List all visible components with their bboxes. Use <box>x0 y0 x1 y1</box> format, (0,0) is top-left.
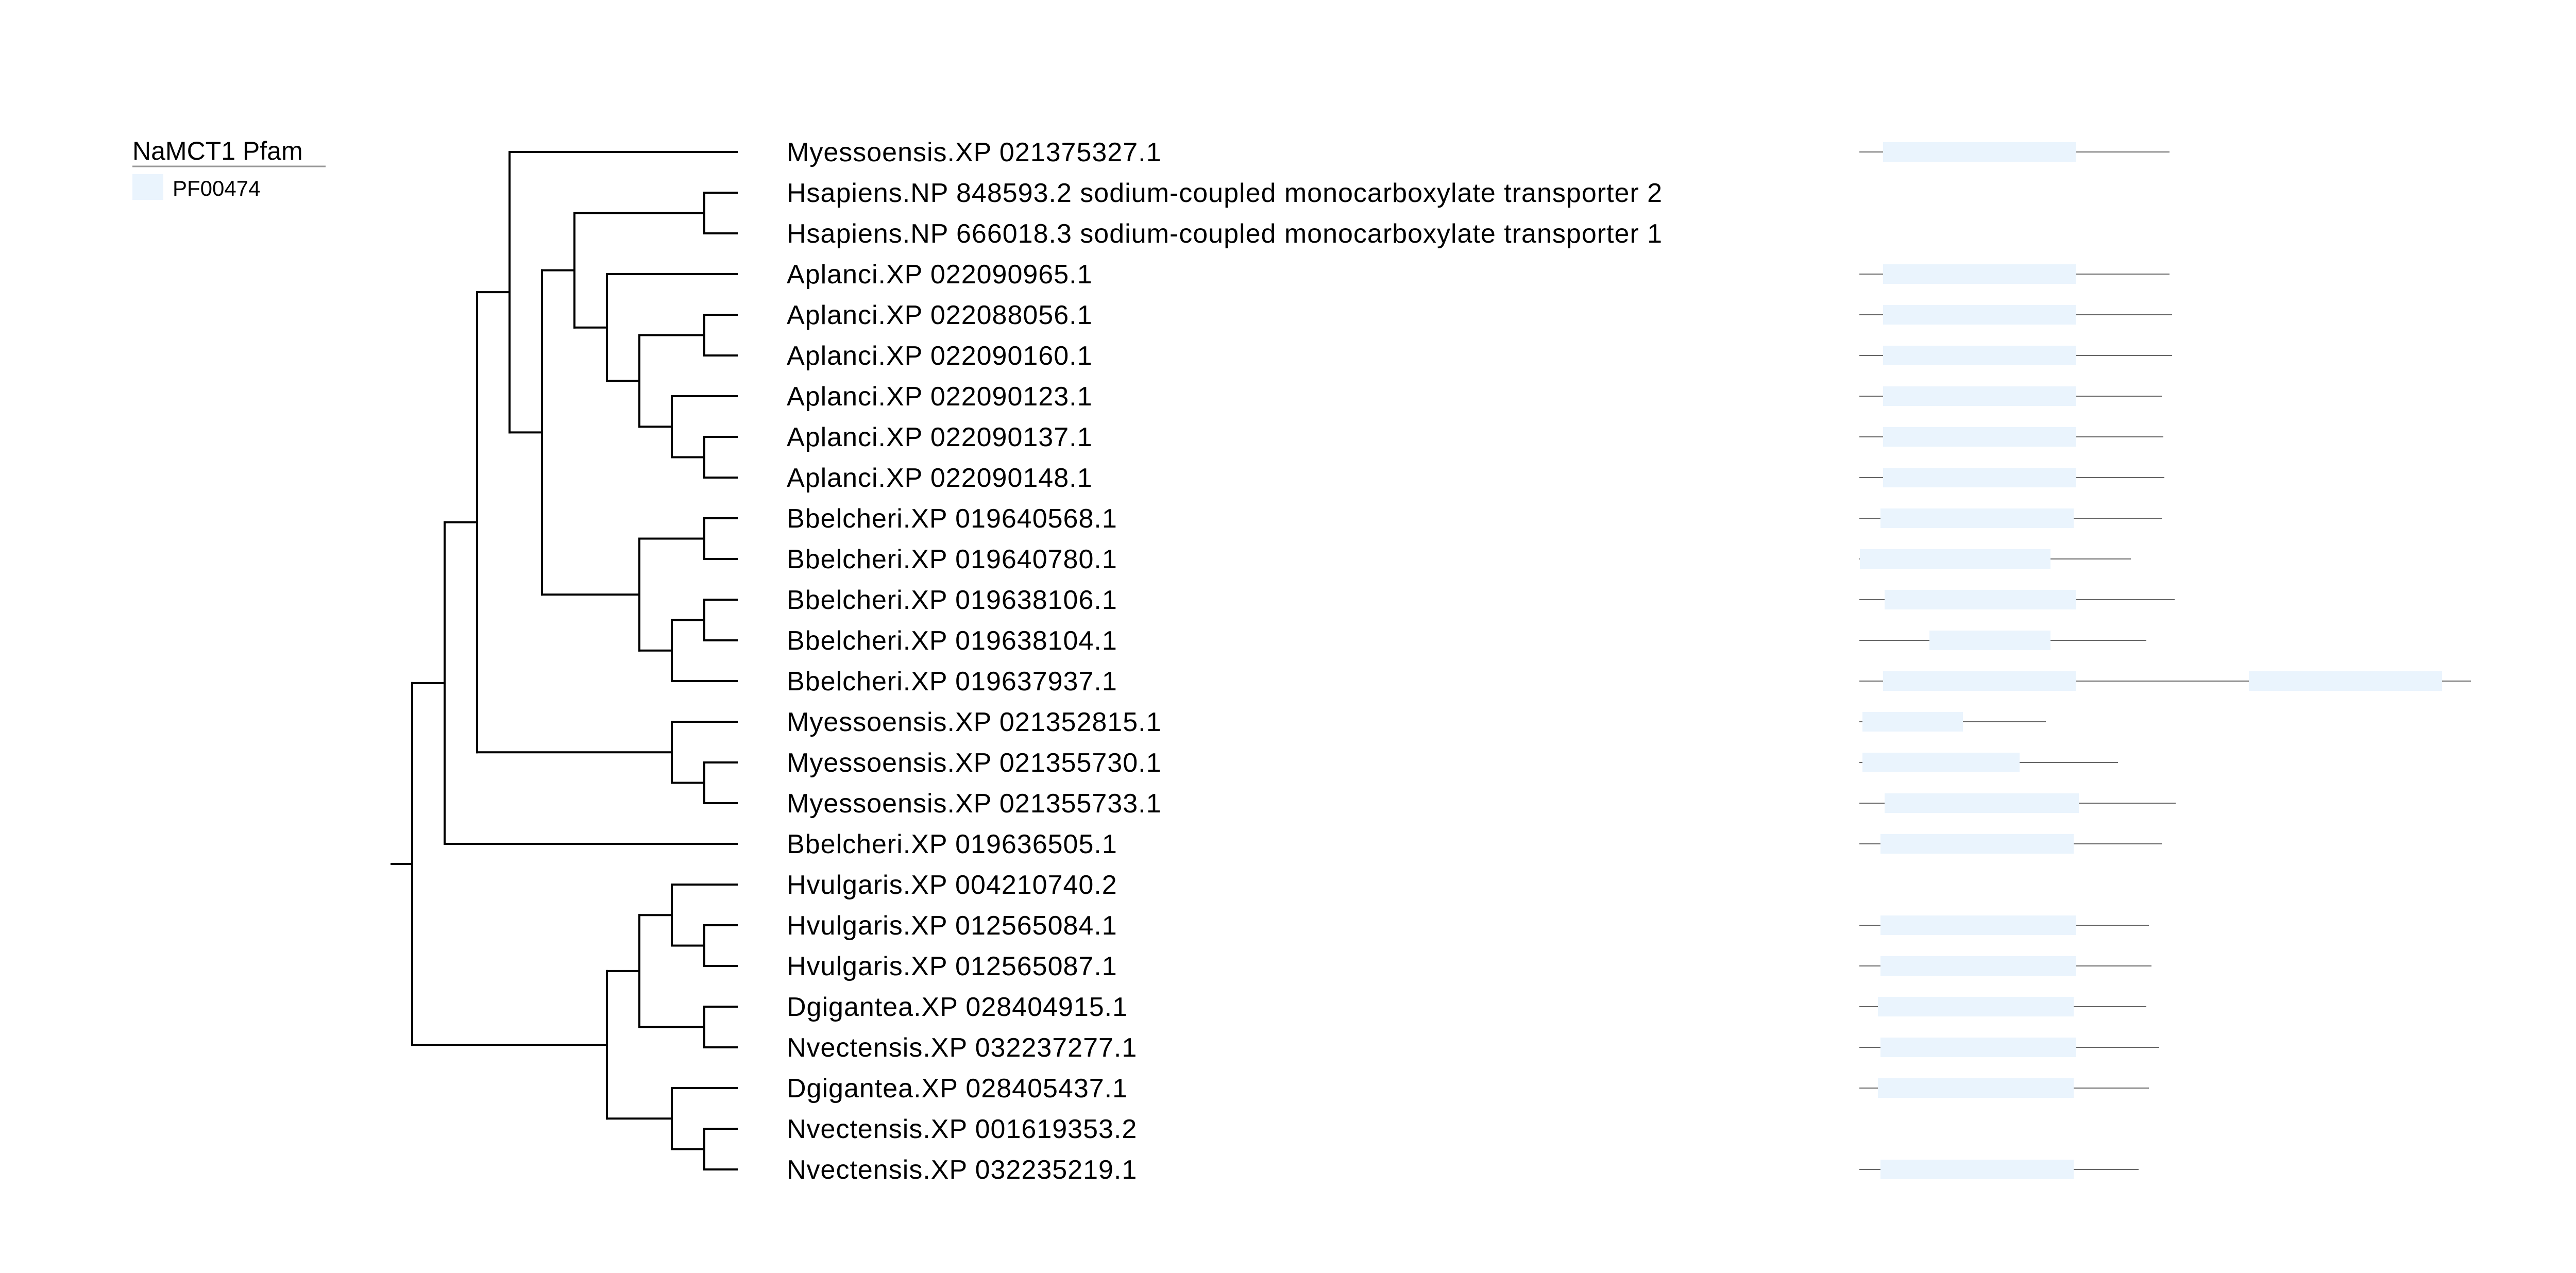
leaf-label: Hvulgaris.XP 004210740.2 <box>787 870 1117 900</box>
domain-architecture <box>1859 590 2175 609</box>
leaf-label: Myessoensis.XP 021355730.1 <box>787 748 1162 778</box>
domain-architecture <box>1859 915 2149 935</box>
domain-architecture <box>1859 305 2172 325</box>
leaf-label: Aplanci.XP 022090965.1 <box>787 260 1093 290</box>
pf00474-domain <box>1885 793 2079 813</box>
pf00474-domain <box>1878 997 2074 1016</box>
domain-architecture <box>1859 671 2471 691</box>
pf00474-domain <box>1880 915 2076 935</box>
domain-architecture <box>1859 264 2170 284</box>
domain-architecture <box>1859 793 2176 813</box>
tree-branches <box>391 151 738 1170</box>
domain-architecture <box>1859 834 2162 854</box>
leaf-label: Hsapiens.NP 848593.2 sodium-coupled mono… <box>787 178 1663 208</box>
pf00474-domain <box>1862 753 2020 772</box>
domain-architecture <box>1859 386 2162 406</box>
leaf-label: Myessoensis.XP 021355733.1 <box>787 789 1162 819</box>
domain-architecture <box>1859 427 2163 447</box>
pf00474-domain <box>1883 427 2076 447</box>
leaf-labels: Myessoensis.XP 021375327.1 Hsapiens.NP 84… <box>787 138 1663 1185</box>
legend: NaMCT1 Pfam PF00474 <box>132 137 326 200</box>
legend-label-pf00474: PF00474 <box>173 176 260 200</box>
leaf-label: Bbelcheri.XP 019637937.1 <box>787 667 1117 697</box>
pf00474-domain <box>1862 712 1963 732</box>
pf00474-domain <box>1883 468 2076 487</box>
pf00474-domain <box>1883 386 2076 406</box>
pf00474-domain <box>1880 1038 2076 1057</box>
domain-architecture <box>1859 549 2131 569</box>
legend-swatch-pf00474 <box>132 174 163 200</box>
pf00474-domain <box>2249 671 2442 691</box>
leaf-label: Hvulgaris.XP 012565084.1 <box>787 911 1117 941</box>
leaf-label: Myessoensis.XP 021352815.1 <box>787 707 1162 737</box>
leaf-label: Aplanci.XP 022090160.1 <box>787 341 1093 371</box>
legend-title: NaMCT1 Pfam <box>132 137 303 165</box>
pf00474-domain <box>1883 346 2076 365</box>
domain-architecture <box>1859 142 2170 162</box>
leaf-label: Myessoensis.XP 021375327.1 <box>787 138 1162 167</box>
leaf-label: Nvectensis.XP 001619353.2 <box>787 1114 1137 1144</box>
pf00474-domain <box>1883 264 2076 284</box>
leaf-label: Bbelcheri.XP 019638104.1 <box>787 626 1117 656</box>
pf00474-domain <box>1885 590 2076 609</box>
domain-architecture <box>1859 712 2046 732</box>
domain-architecture <box>1859 956 2151 976</box>
domain-architecture <box>1859 346 2172 365</box>
pf00474-domain <box>1880 1160 2074 1179</box>
leaf-label: Dgigantea.XP 028404915.1 <box>787 992 1128 1022</box>
leaf-label: Aplanci.XP 022090123.1 <box>787 382 1093 412</box>
leaf-label: Nvectensis.XP 032237277.1 <box>787 1033 1137 1063</box>
domain-architecture <box>1859 508 2162 528</box>
pf00474-domain <box>1880 956 2076 976</box>
pf00474-domain <box>1929 631 2050 650</box>
leaf-label: Bbelcheri.XP 019638106.1 <box>787 585 1117 615</box>
domain-architecture <box>1859 997 2146 1016</box>
pf00474-domain <box>1878 1078 2074 1098</box>
leaf-label: Hvulgaris.XP 012565087.1 <box>787 952 1117 981</box>
domain-architecture <box>1859 468 2164 487</box>
leaf-label: Hsapiens.NP 666018.3 sodium-coupled mono… <box>787 219 1663 249</box>
pf00474-domain <box>1883 671 2076 691</box>
pf00474-domain <box>1880 834 2074 854</box>
pf00474-domain <box>1883 142 2076 162</box>
domain-architecture <box>1859 753 2118 772</box>
domain-architecture <box>1859 1078 2149 1098</box>
leaf-label: Dgigantea.XP 028405437.1 <box>787 1074 1128 1104</box>
leaf-label: Bbelcheri.XP 019640780.1 <box>787 545 1117 574</box>
leaf-label: Aplanci.XP 022090148.1 <box>787 463 1093 493</box>
leaf-label: Nvectensis.XP 032235219.1 <box>787 1155 1137 1185</box>
pf00474-domain <box>1883 305 2076 325</box>
domain-architecture <box>1859 1160 2139 1179</box>
domain-architecture <box>1859 1038 2159 1057</box>
domain-architectures <box>1859 142 2471 1179</box>
leaf-label: Aplanci.XP 022088056.1 <box>787 300 1093 330</box>
leaf-label: Bbelcheri.XP 019636505.1 <box>787 829 1117 859</box>
pf00474-domain <box>1880 508 2074 528</box>
leaf-label: Bbelcheri.XP 019640568.1 <box>787 504 1117 534</box>
leaf-label: Aplanci.XP 022090137.1 <box>787 422 1093 452</box>
pf00474-domain <box>1860 549 2050 569</box>
domain-architecture <box>1859 631 2146 650</box>
